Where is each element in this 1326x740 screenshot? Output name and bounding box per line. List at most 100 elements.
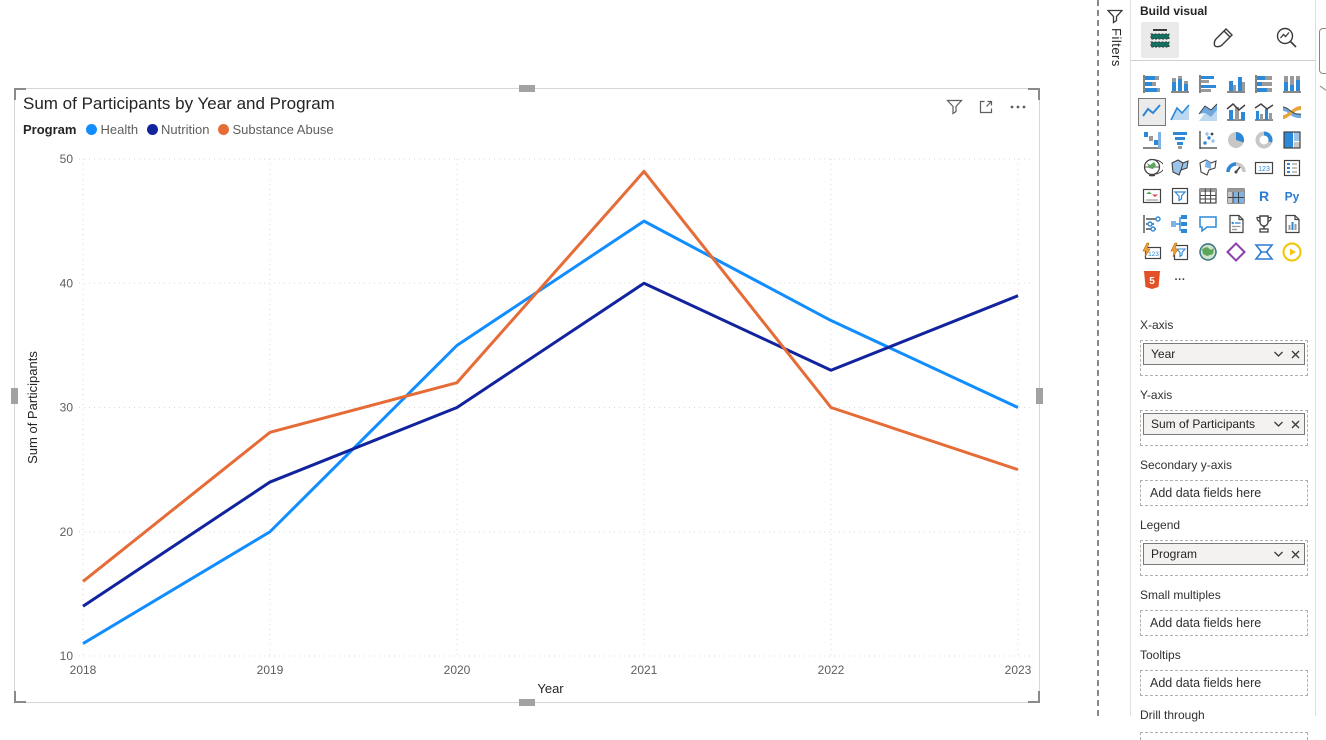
- chevron-down-icon[interactable]: [1273, 550, 1284, 558]
- dropzone-drill-through[interactable]: [1140, 732, 1308, 740]
- visual-type-stacked-bar-chart[interactable]: [1138, 70, 1166, 98]
- visual-type-paginated-report[interactable]: [1278, 210, 1306, 238]
- selection-corner-bottom-left: [14, 691, 26, 703]
- visual-type-python-visual[interactable]: Py: [1278, 182, 1306, 210]
- chevron-piece: [1319, 85, 1326, 92]
- filters-pane-label: Filters: [1109, 28, 1124, 67]
- visual-type-filled-map[interactable]: [1166, 154, 1194, 182]
- visual-type-funnel-chart[interactable]: [1166, 126, 1194, 154]
- well-label-y-axis: Y-axis: [1140, 388, 1173, 402]
- svg-text:Py: Py: [1285, 190, 1300, 204]
- visual-type-card[interactable]: 123: [1250, 154, 1278, 182]
- visual-type-map[interactable]: [1138, 154, 1166, 182]
- dropzone-y-axis[interactable]: Sum of Participants: [1140, 410, 1308, 446]
- visual-type-gallery: 123 R Py 123 5 ···: [1138, 70, 1310, 294]
- legend-dot-icon: [218, 124, 230, 135]
- visual-type-slicer-new[interactable]: [1166, 238, 1194, 266]
- filters-pane-collapsed[interactable]: Filters: [1100, 0, 1131, 716]
- legend-item[interactable]: Nutrition: [147, 122, 209, 137]
- visual-type-waterfall-chart[interactable]: [1138, 126, 1166, 154]
- visual-type-line-and-clustered-column-chart[interactable]: [1250, 98, 1278, 126]
- resize-handle-right[interactable]: [1036, 387, 1043, 404]
- field-pill[interactable]: Year: [1143, 343, 1305, 365]
- selection-corner-top-left: [14, 88, 26, 100]
- visual-type-matrix[interactable]: [1222, 182, 1250, 210]
- visual-type-100-stacked-column-chart[interactable]: [1278, 70, 1306, 98]
- visual-type-treemap[interactable]: [1278, 126, 1306, 154]
- remove-field-icon[interactable]: [1291, 550, 1300, 559]
- dropzone-secondary-y-axis[interactable]: Add data fields here: [1140, 480, 1308, 506]
- visual-type-power-apps[interactable]: [1222, 238, 1250, 266]
- tab-analytics[interactable]: [1267, 22, 1305, 58]
- well-label-secondary-y-axis: Secondary y-axis: [1140, 458, 1233, 472]
- visual-type-clustered-column-chart[interactable]: [1222, 70, 1250, 98]
- visual-type-q-and-a[interactable]: [1194, 210, 1222, 238]
- visual-type-smart-narrative[interactable]: [1222, 210, 1250, 238]
- visual-type-key-influencers[interactable]: [1138, 210, 1166, 238]
- visual-type-shape-map[interactable]: [1194, 154, 1222, 182]
- dropzone-small-multiples[interactable]: Add data fields here: [1140, 610, 1308, 636]
- visual-type-stacked-area-chart[interactable]: [1194, 98, 1222, 126]
- dropzone-x-axis[interactable]: Year: [1140, 340, 1308, 376]
- visual-type-scatter-chart[interactable]: [1194, 126, 1222, 154]
- resize-handle-top[interactable]: [519, 85, 535, 92]
- more-options-icon[interactable]: [1009, 99, 1027, 115]
- field-wells: X-axis Year Y-axis Sum of Participants Secon…: [1140, 306, 1308, 740]
- visual-type-more-visuals[interactable]: ···: [1166, 266, 1194, 294]
- well-label-x-axis: X-axis: [1140, 318, 1174, 332]
- visual-type-decomposition-tree[interactable]: [1166, 210, 1194, 238]
- svg-text:2019: 2019: [257, 663, 284, 677]
- legend-item[interactable]: Substance Abuse: [218, 122, 334, 137]
- visual-type-table[interactable]: [1194, 182, 1222, 210]
- chevron-down-icon[interactable]: [1273, 350, 1284, 358]
- field-pill[interactable]: Sum of Participants: [1143, 413, 1305, 435]
- svg-text:Sum of Participants: Sum of Participants: [25, 351, 40, 464]
- tab-build-visual[interactable]: [1141, 22, 1179, 58]
- resize-handle-left[interactable]: [11, 387, 18, 404]
- visual-type-kpi[interactable]: [1138, 182, 1166, 210]
- series-line-nutrition: [82, 281, 1019, 608]
- remove-field-icon[interactable]: [1291, 420, 1300, 429]
- visual-type-clustered-bar-chart[interactable]: [1194, 70, 1222, 98]
- collapsed-pane-edge[interactable]: [1317, 0, 1326, 716]
- field-pill[interactable]: Program: [1143, 543, 1305, 565]
- svg-text:R: R: [1259, 188, 1269, 204]
- remove-field-icon[interactable]: [1291, 350, 1300, 359]
- visual-type-ribbon-chart[interactable]: [1278, 98, 1306, 126]
- chevron-down-icon[interactable]: [1273, 420, 1284, 428]
- tab-format-visual[interactable]: [1204, 22, 1242, 58]
- visual-type-r-script-visual[interactable]: R: [1250, 182, 1278, 210]
- line-chart-plot[interactable]: 10 20 30 40 50 2018 2019 2020 2021 2022 2023 Year Su…: [15, 89, 1039, 702]
- visual-title: Sum of Participants by Year and Program: [23, 94, 335, 113]
- collapsed-pane-stub[interactable]: [1319, 28, 1326, 74]
- visual-type-gauge[interactable]: [1222, 154, 1250, 182]
- dropzone-legend[interactable]: Program: [1140, 540, 1308, 576]
- svg-text:2018: 2018: [70, 663, 97, 677]
- resize-handle-bottom[interactable]: [519, 699, 535, 706]
- visual-type-pie-chart[interactable]: [1222, 126, 1250, 154]
- line-chart-visual-container[interactable]: Sum of Participants by Year and Program …: [11, 85, 1043, 706]
- report-canvas[interactable]: Sum of Participants by Year and Program …: [0, 0, 1094, 716]
- svg-text:Year: Year: [537, 681, 564, 696]
- visual-type-donut-chart[interactable]: [1250, 126, 1278, 154]
- visual-type-arcgis-map[interactable]: [1194, 238, 1222, 266]
- visual-type-power-automate[interactable]: [1250, 238, 1278, 266]
- dropzone-tooltips[interactable]: Add data fields here: [1140, 670, 1308, 696]
- visual-type-line-and-stacked-column-chart[interactable]: [1222, 98, 1250, 126]
- visual-type-card-new[interactable]: 123: [1138, 238, 1166, 266]
- visual-type-play-visual[interactable]: [1278, 238, 1306, 266]
- well-label-drill-through: Drill through: [1140, 708, 1205, 722]
- visual-type-100-stacked-bar-chart[interactable]: [1250, 70, 1278, 98]
- svg-text:20: 20: [60, 525, 74, 539]
- visual-type-slicer[interactable]: [1166, 182, 1194, 210]
- svg-text:50: 50: [60, 152, 74, 166]
- visual-type-multi-row-card[interactable]: [1278, 154, 1306, 182]
- visual-type-line-chart[interactable]: [1138, 98, 1166, 126]
- focus-mode-icon[interactable]: [978, 99, 994, 115]
- legend-item[interactable]: Health: [86, 122, 138, 137]
- visual-type-metrics[interactable]: [1250, 210, 1278, 238]
- visual-type-stacked-column-chart[interactable]: [1166, 70, 1194, 98]
- filter-icon[interactable]: [946, 99, 963, 115]
- visual-type-html-content[interactable]: 5: [1138, 266, 1166, 294]
- visual-type-area-chart[interactable]: [1166, 98, 1194, 126]
